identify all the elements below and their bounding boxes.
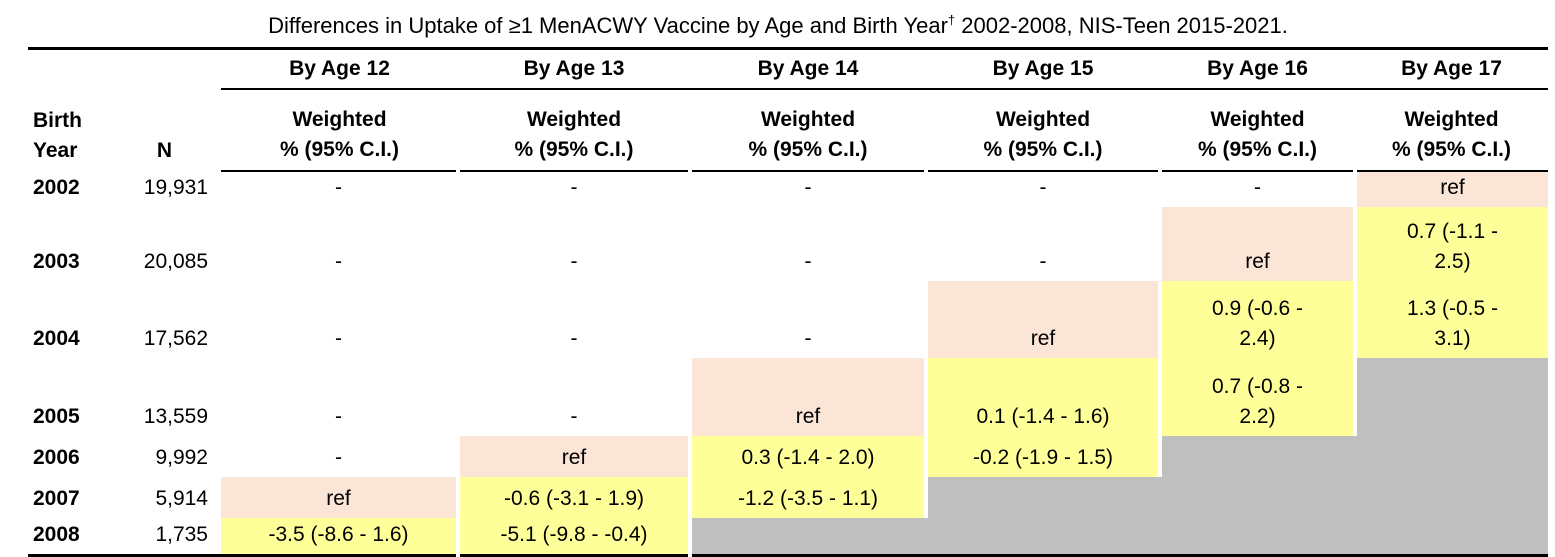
suppressed-cell: [1355, 518, 1548, 557]
suppressed-cell: [1160, 436, 1355, 477]
dash-cell: -: [458, 358, 692, 436]
suppressed-cell: [926, 477, 1160, 518]
corner-blank: [28, 49, 108, 90]
suppressed-cell: [1160, 477, 1355, 518]
suppressed-cell: [926, 518, 1160, 557]
ref-cell: ref: [690, 358, 928, 436]
table-title-suffix: 2002-2008, NIS-Teen 2015-2021.: [955, 13, 1288, 38]
dash-cell: -: [221, 281, 460, 358]
suppressed-cell: [1355, 358, 1548, 436]
value-cell: 0.9 (-0.6 - 2.4): [1160, 281, 1357, 358]
age-header-12: By Age 12: [221, 48, 458, 90]
dash-cell: -: [926, 171, 1162, 207]
value-cell: -5.1 (-9.8 - -0.4): [458, 518, 692, 557]
table-row: 2004 17,562- - - ref 0.9 (-0.6 - 2.4) 1.3 (-0.…: [28, 281, 1548, 358]
value-cell: 0.7 (-1.1 - 2.5): [1355, 207, 1548, 281]
dash-cell: -: [221, 358, 460, 436]
age-header-17: By Age 17: [1355, 48, 1548, 90]
value-cell: 0.7 (-0.8 - 2.2): [1160, 358, 1357, 436]
birth-year-header: Birth Year: [33, 109, 82, 162]
n-cell: 5,914: [155, 487, 208, 510]
measure-subheader: Weighted % (95% C.I.): [458, 89, 690, 172]
ref-cell: ref: [458, 436, 692, 477]
age-header-13: By Age 13: [458, 48, 690, 90]
table-row: 2003 20,085- - - - ref 0.7 (-1.1 - 2.5): [28, 207, 1548, 281]
n-header: N: [156, 139, 173, 162]
year-cell: 2007: [33, 487, 80, 510]
dash-cell: -: [690, 281, 928, 358]
dash-cell: -: [690, 171, 928, 207]
table-title: Differences in Uptake of ≥1 MenACWY Vacc…: [4, 0, 1552, 47]
suppressed-cell: [1355, 477, 1548, 518]
measure-subheader: Weighted % (95% C.I.): [690, 89, 926, 172]
ref-cell: ref: [1355, 171, 1548, 207]
measure-subheader: Weighted % (95% C.I.): [1355, 89, 1548, 172]
year-cell: 2002: [33, 176, 80, 199]
age-header-row: By Age 12 By Age 13 By Age 14 By Age 15 …: [28, 48, 1548, 90]
value-cell: -3.5 (-8.6 - 1.6): [221, 518, 460, 557]
dash-cell: -: [458, 281, 692, 358]
value-cell: 0.3 (-1.4 - 2.0): [690, 436, 928, 477]
n-cell: 1,735: [108, 518, 221, 557]
value-cell: -0.2 (-1.9 - 1.5): [926, 436, 1162, 477]
measure-subheader: Weighted % (95% C.I.): [221, 89, 458, 172]
table-title-text: Differences in Uptake of ≥1 MenACWY Vacc…: [268, 13, 948, 38]
year-cell: 2008: [28, 518, 108, 557]
ref-cell: ref: [926, 281, 1162, 358]
suppressed-cell: [690, 518, 926, 557]
age-header-15: By Age 15: [926, 48, 1160, 90]
suppressed-cell: [1160, 518, 1355, 557]
suppressed-cell: [1355, 436, 1548, 477]
ref-cell: ref: [1160, 207, 1357, 281]
table-row: 2005 13,559- - ref 0.1 (-1.4 - 1.6) 0.7 (-0.8…: [28, 358, 1548, 436]
table-body: 2002 19,931- - - - - ref 2003 20,085- - - - ref 0.7 (…: [28, 171, 1548, 557]
n-cell: 19,931: [143, 176, 208, 199]
value-cell: -1.2 (-3.5 - 1.1): [690, 477, 928, 518]
table-header: By Age 12 By Age 13 By Age 14 By Age 15 …: [28, 48, 1548, 172]
value-cell: 0.1 (-1.4 - 1.6): [926, 358, 1162, 436]
year-cell: 2006: [33, 446, 80, 469]
dagger-superscript: †: [947, 12, 956, 28]
table-row: 2008 1,735 -3.5 (-8.6 - 1.6) -5.1 (-9.8 - -…: [28, 518, 1548, 557]
age-header-14: By Age 14: [690, 48, 926, 90]
subheader-row: Birth Year N Weighted % (95% C.I.) Weigh…: [28, 89, 1548, 172]
dash-cell: -: [221, 436, 460, 477]
corner-blank: [108, 49, 221, 90]
value-cell: 1.3 (-0.5 - 3.1): [1355, 281, 1548, 358]
dash-cell: -: [1160, 171, 1357, 207]
n-cell: 13,559: [143, 405, 208, 428]
dash-cell: -: [221, 171, 460, 207]
n-cell: 9,992: [155, 446, 208, 469]
table-row: 2007 5,914 ref -0.6 (-3.1 - 1.9) -1.2 (-3.5 …: [28, 477, 1548, 518]
year-cell: 2004: [33, 327, 80, 350]
measure-subheader: Weighted % (95% C.I.): [1160, 89, 1355, 172]
table-row: 2002 19,931- - - - - ref: [28, 171, 1548, 207]
n-cell: 17,562: [143, 327, 208, 350]
table-row: 2006 9,992- ref 0.3 (-1.4 - 2.0) -0.2 (-1.9 …: [28, 436, 1548, 477]
measure-subheader: Weighted % (95% C.I.): [926, 89, 1160, 172]
age-header-16: By Age 16: [1160, 48, 1355, 90]
data-table: By Age 12 By Age 13 By Age 14 By Age 15 …: [28, 47, 1548, 557]
dash-cell: -: [690, 207, 928, 281]
value-cell: -0.6 (-3.1 - 1.9): [458, 477, 692, 518]
n-cell: 20,085: [143, 250, 208, 273]
dash-cell: -: [926, 207, 1162, 281]
year-cell: 2003: [33, 250, 80, 273]
dash-cell: -: [458, 171, 692, 207]
dash-cell: -: [458, 207, 692, 281]
year-cell: 2005: [33, 405, 80, 428]
dash-cell: -: [221, 207, 460, 281]
ref-cell: ref: [221, 477, 460, 518]
